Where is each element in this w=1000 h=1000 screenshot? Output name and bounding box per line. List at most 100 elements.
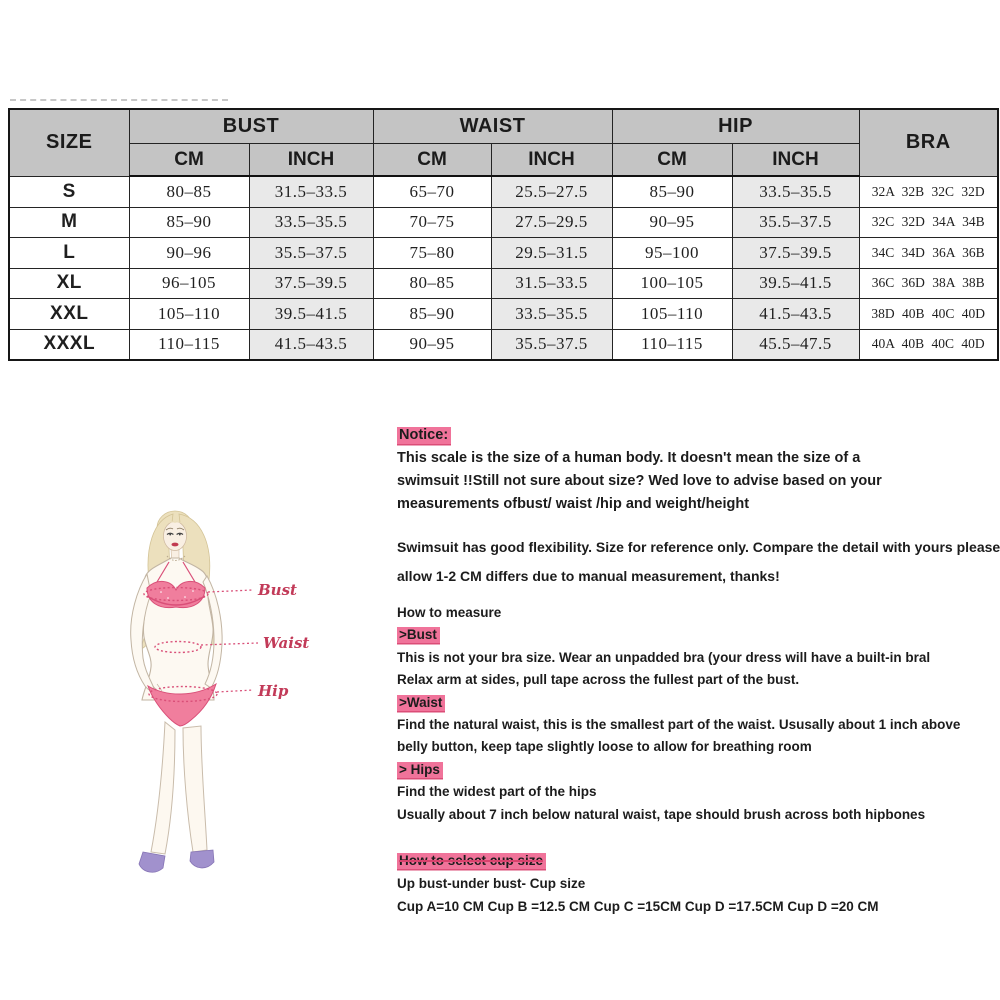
cell-size: M (8, 206, 130, 238)
cell-hip-cm: 95–100 (611, 237, 733, 269)
table-row: S 80–85 31.5–33.5 65–70 25.5–27.5 85–90 33.5–3… (8, 175, 999, 208)
cell-bust-inch: 35.5–37.5 (248, 237, 374, 269)
cell-hip-cm: 100–105 (611, 267, 733, 299)
cell-hip-inch: 33.5–35.5 (731, 175, 860, 208)
cell-size: XXL (8, 298, 130, 330)
bust-heading: >Bust (397, 627, 440, 644)
cell-bust-cm: 110–115 (128, 328, 250, 361)
cell-hip-inch: 45.5–47.5 (731, 328, 860, 361)
flex-line: Swimsuit has good flexibility. Size for … (397, 539, 1000, 555)
table-row: M 85–90 33.5–35.5 70–75 27.5–29.5 90–95 35.5–3… (8, 206, 999, 238)
cell-waist-cm: 85–90 (372, 298, 492, 330)
cell-hip-inch: 41.5–43.5 (731, 298, 860, 330)
cell-hip-inch: 35.5–37.5 (731, 206, 860, 238)
cell-bust-inch: 37.5–39.5 (248, 267, 374, 299)
right-heel-shoe (189, 849, 215, 869)
header-bust-cm: CM (128, 143, 250, 177)
header-waist: WAIST (372, 108, 613, 144)
bust-measure-line (143, 586, 209, 602)
header-hip: HIP (611, 108, 860, 144)
cell-hip-cm: 110–115 (611, 328, 733, 361)
header-waist-cm: CM (372, 143, 492, 177)
hip-label: Hip (257, 682, 289, 700)
face (163, 521, 187, 561)
cell-size: L (8, 237, 130, 269)
cell-bust-cm: 105–110 (128, 298, 250, 330)
cell-bust-inch: 39.5–41.5 (248, 298, 374, 330)
cell-bust-inch: 41.5–43.5 (248, 328, 374, 361)
cell-waist-inch: 31.5–33.5 (490, 267, 613, 299)
waist-line: Find the natural waist, this is the smal… (397, 717, 961, 733)
bust-line: Relax arm at sides, pull tape across the… (397, 672, 800, 688)
cell-bust-cm: 96–105 (128, 267, 250, 299)
torso (141, 557, 215, 701)
cell-waist-inch: 29.5–31.5 (490, 237, 613, 269)
model-sketch: Bust Waist Hip (130, 510, 309, 873)
bust-label: Bust (257, 581, 297, 599)
right-arm (202, 575, 223, 689)
cell-bust-cm: 85–90 (128, 206, 250, 238)
notice-line: This scale is the size of a human body. … (397, 450, 861, 466)
measure-title: How to measure (397, 605, 502, 620)
waist-measure-line (154, 640, 202, 654)
waist-heading: >Waist (397, 694, 446, 711)
cell-size: S (8, 175, 130, 208)
figure-illustration: Bust Waist Hip (95, 490, 335, 910)
left-leg (150, 720, 176, 855)
cell-bust-cm: 80–85 (128, 175, 250, 208)
cup-line: Cup A=10 CM Cup B =12.5 CM Cup C =15CM C… (397, 899, 879, 914)
table-row: XXXL 110–115 41.5–43.5 90–95 35.5–37.5 110–11… (8, 328, 999, 361)
hips-line: Find the widest part of the hips (397, 784, 597, 800)
hip-measure-line (148, 685, 218, 703)
table-row: XXL 105–110 39.5–41.5 85–90 33.5–35.5 105–110… (8, 298, 999, 330)
cell-size: XL (8, 267, 130, 299)
cell-hip-inch: 39.5–41.5 (731, 267, 860, 299)
cell-bust-inch: 31.5–33.5 (248, 175, 374, 208)
bust-leader-line (207, 589, 254, 593)
header-waist-inch: INCH (490, 143, 613, 177)
hip-leader-line (216, 689, 254, 693)
cell-hip-inch: 37.5–39.5 (731, 237, 860, 269)
header-bust-inch: INCH (248, 143, 374, 177)
cell-waist-cm: 80–85 (372, 267, 492, 299)
header-size: SIZE (8, 108, 130, 177)
cell-bra: 32C 32D 34A 34B (858, 206, 999, 238)
hips-heading: > Hips (397, 761, 443, 778)
header-hip-cm: CM (611, 143, 733, 177)
notice-line: measurements ofbust/ waist /hip and weig… (397, 496, 750, 512)
cell-bust-inch: 33.5–35.5 (248, 206, 374, 238)
cell-bra: 32A 32B 32C 32D (858, 175, 999, 208)
cell-waist-inch: 33.5–35.5 (490, 298, 613, 330)
cell-bra: 36C 36D 38A 38B (858, 267, 999, 299)
table-row: XL 96–105 37.5–39.5 80–85 31.5–33.5 100–105 39… (8, 267, 999, 299)
hips-line: Usually about 7 inch below natural waist… (397, 806, 926, 822)
cell-bra: 38D 40B 40C 40D (858, 298, 999, 330)
bikini-bottom (147, 682, 217, 727)
size-table: SIZE BUST WAIST HIP BRA CM INCH CM INCH … (8, 108, 999, 361)
waist-line: belly button, keep tape slightly loose t… (397, 739, 812, 755)
cell-hip-cm: 85–90 (611, 175, 733, 208)
notice-title: Notice: (397, 427, 452, 444)
right-leg (182, 725, 208, 853)
flex-line: allow 1-2 CM differs due to manual measu… (397, 567, 780, 584)
torn-edge-dashes (10, 99, 228, 101)
size-table-body: S 80–85 31.5–33.5 65–70 25.5–27.5 85–90 33.5–3… (8, 175, 999, 361)
cell-waist-inch: 25.5–27.5 (490, 175, 613, 208)
cell-waist-cm: 90–95 (372, 328, 492, 361)
cell-bra: 34C 34D 36A 36B (858, 237, 999, 269)
how-to-measure-section: How to measure >Bust This is not your br… (397, 602, 960, 826)
cup-size-section: How to select cup size Up bust-under bus… (397, 849, 878, 918)
cup-heading: How to select cup size (397, 853, 547, 869)
cell-hip-cm: 90–95 (611, 206, 733, 238)
cup-line: Up bust-under bust- Cup size (397, 876, 586, 891)
cell-bra: 40A 40B 40C 40D (858, 328, 999, 361)
cell-waist-inch: 27.5–29.5 (490, 206, 613, 238)
bust-line: This is not your bra size. Wear an unpad… (397, 649, 931, 665)
cell-waist-inch: 35.5–37.5 (490, 328, 613, 361)
left-heel-shoe (138, 851, 166, 873)
cell-waist-cm: 70–75 (372, 206, 492, 238)
cell-waist-cm: 75–80 (372, 237, 492, 269)
waist-leader-line (200, 642, 259, 646)
cell-waist-cm: 65–70 (372, 175, 492, 208)
